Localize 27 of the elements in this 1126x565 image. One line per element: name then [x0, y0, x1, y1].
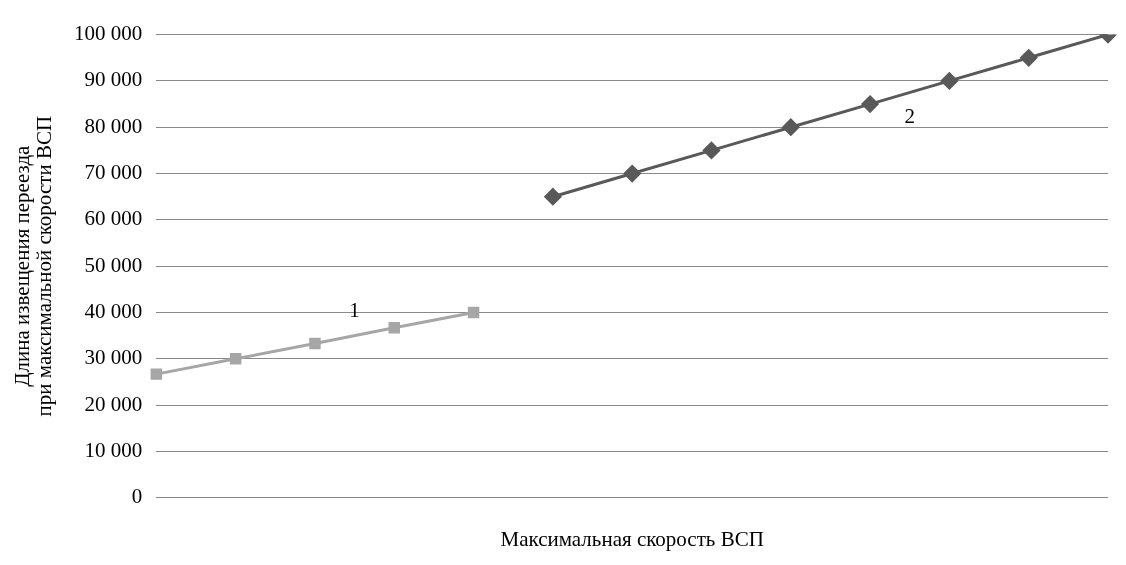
point: [782, 118, 800, 136]
x-axis-title: Максимальная скорость ВСП: [500, 526, 764, 551]
point: [309, 337, 321, 350]
y-tick-label: 10 000: [84, 438, 143, 462]
series-label: 2: [904, 103, 915, 128]
point: [467, 306, 480, 319]
y-tick-label: 60 000: [84, 206, 143, 231]
point: [388, 322, 401, 334]
point: [150, 368, 163, 380]
y-tick-label: 90 000: [84, 67, 143, 92]
point: [1020, 49, 1038, 67]
series-label: 1: [349, 297, 360, 322]
y-tick-label: 80 000: [84, 113, 143, 138]
y-tick-label: 40 000: [84, 299, 143, 324]
point: [861, 95, 879, 113]
y-tick-label: 70 000: [84, 160, 143, 185]
y-tick-label: 100 000: [74, 21, 143, 46]
point: [940, 72, 958, 90]
y-tick-label: 50 000: [84, 252, 143, 277]
point: [544, 188, 562, 206]
y-tick-label: 0: [131, 484, 143, 509]
y-axis-title: Длина извещения переезда при максимальной скорости ВСП: [9, 115, 56, 417]
y-tick-label: 20 000: [84, 391, 143, 416]
point: [702, 141, 720, 159]
point: [229, 353, 242, 365]
y-tick-label: 30 000: [84, 345, 143, 370]
point: [623, 165, 641, 183]
